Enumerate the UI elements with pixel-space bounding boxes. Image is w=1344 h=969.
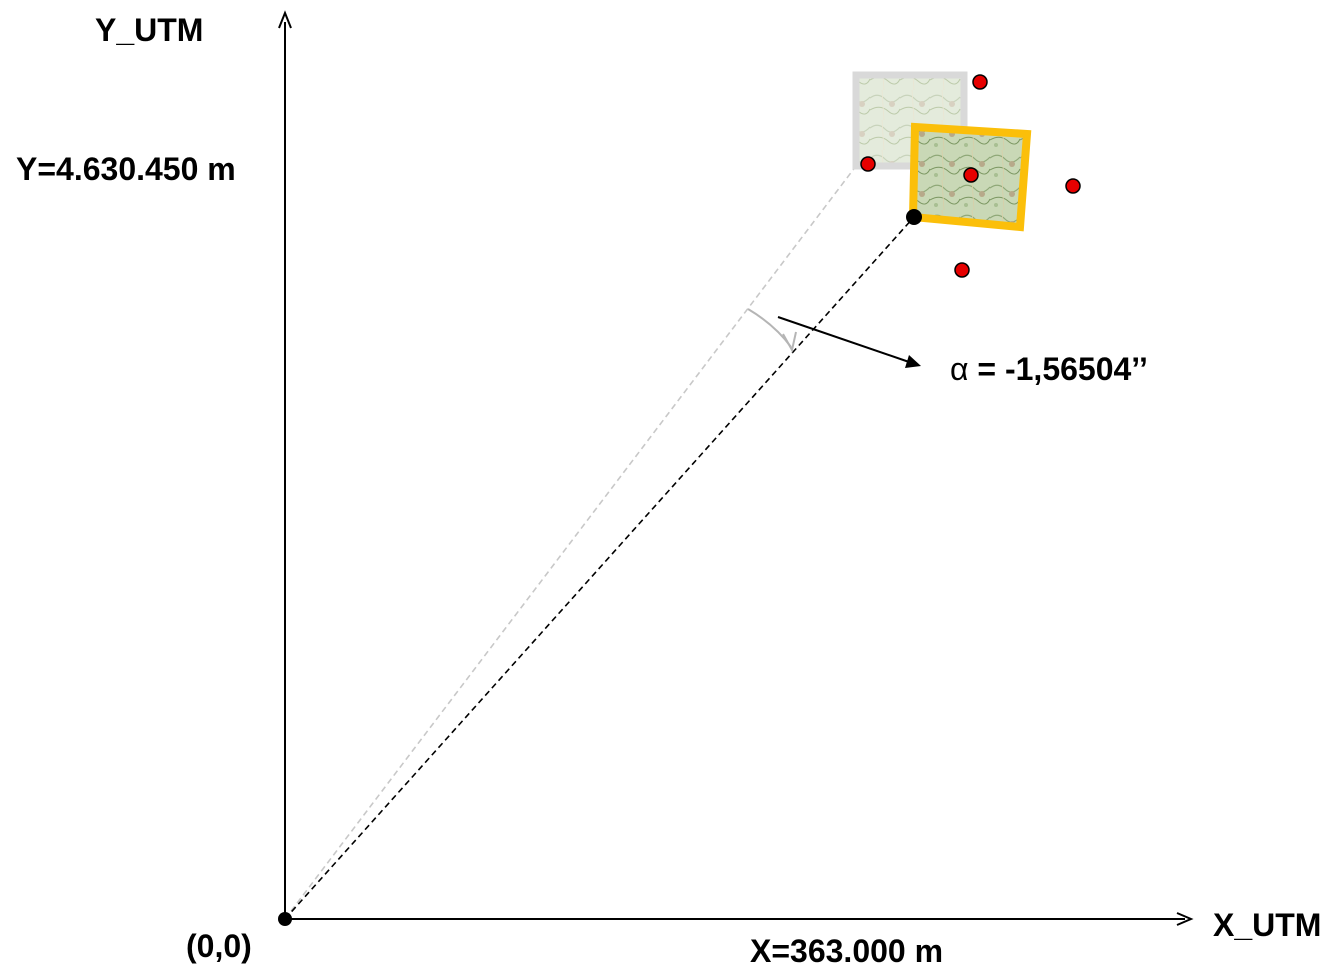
y-value-label: Y=4.630.450 m xyxy=(16,151,236,187)
control-point xyxy=(860,156,876,172)
control-point xyxy=(972,74,988,90)
rotated-ray xyxy=(284,216,915,920)
alpha-symbol: α xyxy=(950,351,969,387)
x-axis-arrowhead xyxy=(1176,912,1194,926)
original-ray xyxy=(284,165,857,920)
rotation-angle-arc-arrowhead xyxy=(782,331,797,353)
control-point xyxy=(1065,178,1081,194)
y-axis-label: Y_UTM xyxy=(95,12,203,48)
origin-label: (0,0) xyxy=(186,928,252,964)
rotation-angle-arc xyxy=(747,308,792,348)
angle-leader-arrow xyxy=(777,316,913,364)
rotated-frame-corner-point xyxy=(906,209,922,225)
angle-leader-arrowhead xyxy=(905,355,921,368)
x-axis-label: X_UTM xyxy=(1213,907,1321,943)
control-point xyxy=(954,262,970,278)
y-axis-arrowhead xyxy=(278,10,292,29)
x-value-label: X=363.000 m xyxy=(750,933,943,969)
rotation-angle-value: = -1,56504’’ xyxy=(969,351,1148,387)
control-point xyxy=(963,167,979,183)
origin-point xyxy=(278,912,292,926)
rotation-angle-label: α = -1,56504’’ xyxy=(950,351,1148,387)
